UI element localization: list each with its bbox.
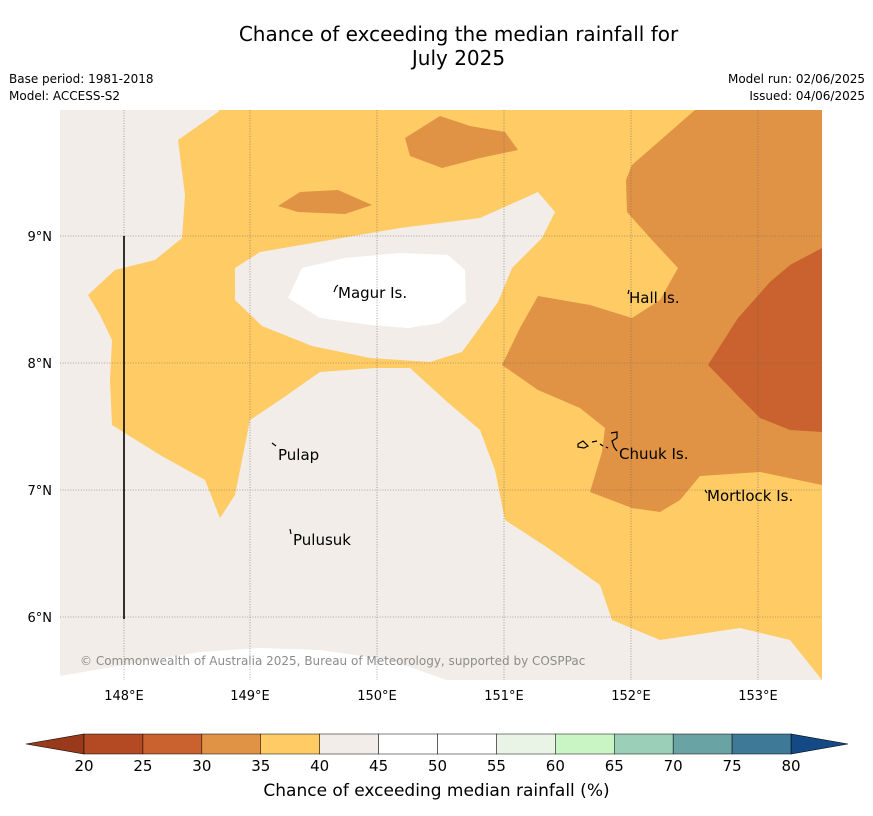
lat-tick-6: 6°N xyxy=(28,611,53,626)
contour-bottom-white xyxy=(60,648,447,680)
colorbar-segment xyxy=(731,733,792,755)
pulusuk-island-shape xyxy=(289,528,292,535)
lon-tick-153: 153°E xyxy=(738,689,778,704)
colorbar-label: Chance of exceeding median rainfall (%) xyxy=(263,781,610,801)
colorbar-tick-label: 80 xyxy=(781,757,800,775)
colorbar-tick-label: 70 xyxy=(664,757,683,775)
model-text: Model: ACCESS-S2 xyxy=(9,89,121,103)
map-title-line2: July 2025 xyxy=(411,46,506,70)
lon-tick-148: 148°E xyxy=(104,689,144,704)
magur-island-shape xyxy=(333,284,339,293)
colorbar-segment xyxy=(142,733,203,755)
pulap-island-shape xyxy=(271,442,277,447)
colorbar-segment xyxy=(437,733,497,755)
place-magur: Magur Is. xyxy=(338,284,407,302)
map-title-line1: Chance of exceeding the median rainfall … xyxy=(238,22,679,46)
colorbar-tick-label: 40 xyxy=(310,757,329,775)
place-pulusuk: Pulusuk xyxy=(293,531,351,549)
colorbar-segment xyxy=(83,733,144,755)
colorbar-tick-label: 35 xyxy=(251,757,270,775)
lon-tick-150: 150°E xyxy=(357,689,397,704)
contour-30-35-north xyxy=(405,116,518,168)
lat-tick-8: 8°N xyxy=(28,357,53,372)
contour-25-30 xyxy=(708,248,822,432)
colorbar-tick-label: 25 xyxy=(133,757,152,775)
place-mortlock: Mortlock Is. xyxy=(707,487,793,505)
colorbar-tick-label: 65 xyxy=(605,757,624,775)
colorbar-tick-label: 50 xyxy=(428,757,447,775)
colorbar-tick-label: 75 xyxy=(723,757,742,775)
colorbar-tick-label: 60 xyxy=(546,757,565,775)
model-run-text: Model run: 02/06/2025 xyxy=(727,72,865,86)
meta-right: Model run: 02/06/2025 Issued: 04/06/2025 xyxy=(728,71,865,105)
colorbar-segment xyxy=(378,733,438,755)
colorbar: 20 25 30 35 40 45 50 55 60 65 70 75 80 xyxy=(25,733,849,775)
place-hall: Hall Is. xyxy=(629,289,680,307)
hall-island-shape xyxy=(627,289,630,295)
lon-tick-151: 151°E xyxy=(484,689,524,704)
colorbar-under-arrow xyxy=(25,733,85,755)
lon-tick-149: 149°E xyxy=(230,689,270,704)
colorbar-over-arrow xyxy=(790,733,849,755)
issued-text: Issued: 04/06/2025 xyxy=(749,89,865,103)
mortlock-island-shape xyxy=(704,489,708,494)
colorbar-segment xyxy=(614,733,674,755)
lat-tick-9: 9°N xyxy=(28,230,53,245)
colorbar-segment xyxy=(201,733,261,755)
map-title: Chance of exceeding the median rainfall … xyxy=(0,22,873,70)
colorbar-tick-label: 45 xyxy=(369,757,388,775)
place-pulap: Pulap xyxy=(278,446,319,464)
map-gridlines xyxy=(60,110,822,680)
lon-tick-152: 152°E xyxy=(611,689,651,704)
contour-45-50 xyxy=(288,253,466,328)
base-period-text: Base period: 1981-2018 xyxy=(9,72,154,86)
contour-30-35-small xyxy=(278,190,372,214)
chuuk-island-shape-2 xyxy=(577,440,590,449)
chuuk-island-shape-1 xyxy=(610,431,618,452)
colorbar-segment xyxy=(319,733,379,755)
map-contours xyxy=(60,110,822,680)
copyright-text: © Commonwealth of Australia 2025, Bureau… xyxy=(80,654,585,668)
colorbar-segment xyxy=(672,733,733,755)
colorbar-tick-label: 20 xyxy=(74,757,93,775)
island-outlines xyxy=(271,284,708,535)
lat-tick-7: 7°N xyxy=(28,484,53,499)
place-chuuk: Chuuk Is. xyxy=(619,445,688,463)
colorbar-segment xyxy=(260,733,320,755)
contour-30-35-east xyxy=(502,110,822,512)
colorbar-segment xyxy=(555,733,615,755)
chuuk-island-shape-3 xyxy=(591,440,609,449)
meta-left: Base period: 1981-2018 Model: ACCESS-S2 xyxy=(9,71,154,105)
colorbar-tick-label: 30 xyxy=(192,757,211,775)
colorbar-segment xyxy=(496,733,556,755)
colorbar-tick-label: 55 xyxy=(487,757,506,775)
